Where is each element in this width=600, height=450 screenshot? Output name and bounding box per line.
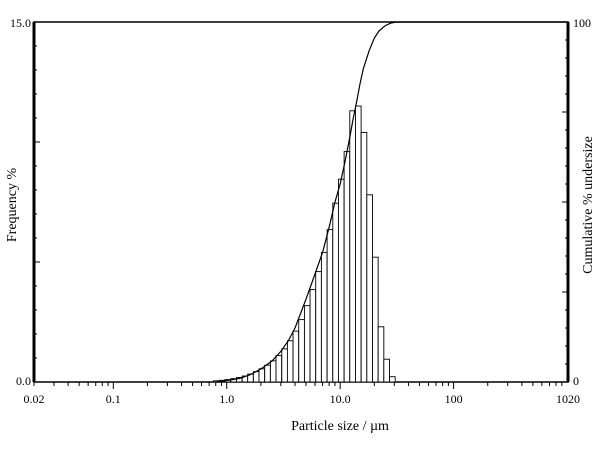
histogram-bar: [349, 110, 356, 383]
histogram-bars: [213, 105, 396, 383]
x-tick-label: 1.0: [219, 392, 234, 406]
histogram-bar: [275, 355, 283, 383]
histogram-bar: [298, 319, 305, 383]
left-y-tick-top: 15.0: [10, 16, 31, 30]
left-y-tick-bottom: 0.0: [16, 374, 31, 388]
histogram-bar: [258, 368, 266, 383]
histogram-bar: [389, 376, 396, 383]
x-tick-label: 1020: [556, 392, 580, 406]
histogram-bar: [366, 194, 373, 383]
histogram-bar: [286, 340, 294, 383]
x-axis-label: Particle size / µm: [291, 419, 389, 434]
right-y-axis: 100 0 Cumulative % undersize: [573, 16, 596, 388]
histogram-bar: [326, 229, 334, 383]
axis-ticks: [33, 21, 568, 389]
x-tick-label: 0.02: [24, 392, 45, 406]
histogram-bar: [383, 358, 390, 383]
histogram-bar: [320, 251, 328, 383]
histogram-bar: [332, 202, 339, 383]
right-y-tick-top: 100: [573, 16, 591, 30]
histogram-bar: [377, 326, 385, 383]
left-y-axis-label: Frequency %: [5, 168, 20, 243]
histogram-bar: [292, 330, 300, 383]
x-tick-label: 100: [445, 392, 463, 406]
histogram-bar: [355, 105, 362, 383]
histogram-bar: [309, 289, 317, 383]
right-y-axis-label: Cumulative % undersize: [581, 136, 596, 274]
x-tick-labels: 0.02 0.1 1.0 10.0 100 1020: [24, 392, 581, 406]
histogram-bar: [315, 271, 322, 383]
histogram-bar: [343, 151, 351, 383]
x-tick-label: 0.1: [106, 392, 121, 406]
x-tick-label: 10.0: [330, 392, 351, 406]
histogram-bar: [372, 256, 379, 383]
histogram-bar: [360, 131, 368, 383]
histogram-bar: [264, 364, 271, 383]
histogram-bar: [252, 371, 260, 383]
left-y-axis: 15.0 0.0 Frequency %: [5, 16, 31, 388]
histogram-bar: [281, 348, 288, 383]
histogram-bar: [269, 360, 277, 383]
histogram-bar: [337, 178, 345, 383]
histogram-bar: [303, 305, 311, 383]
right-y-tick-bottom: 0: [573, 374, 579, 388]
cumulative-curve: [215, 21, 568, 383]
